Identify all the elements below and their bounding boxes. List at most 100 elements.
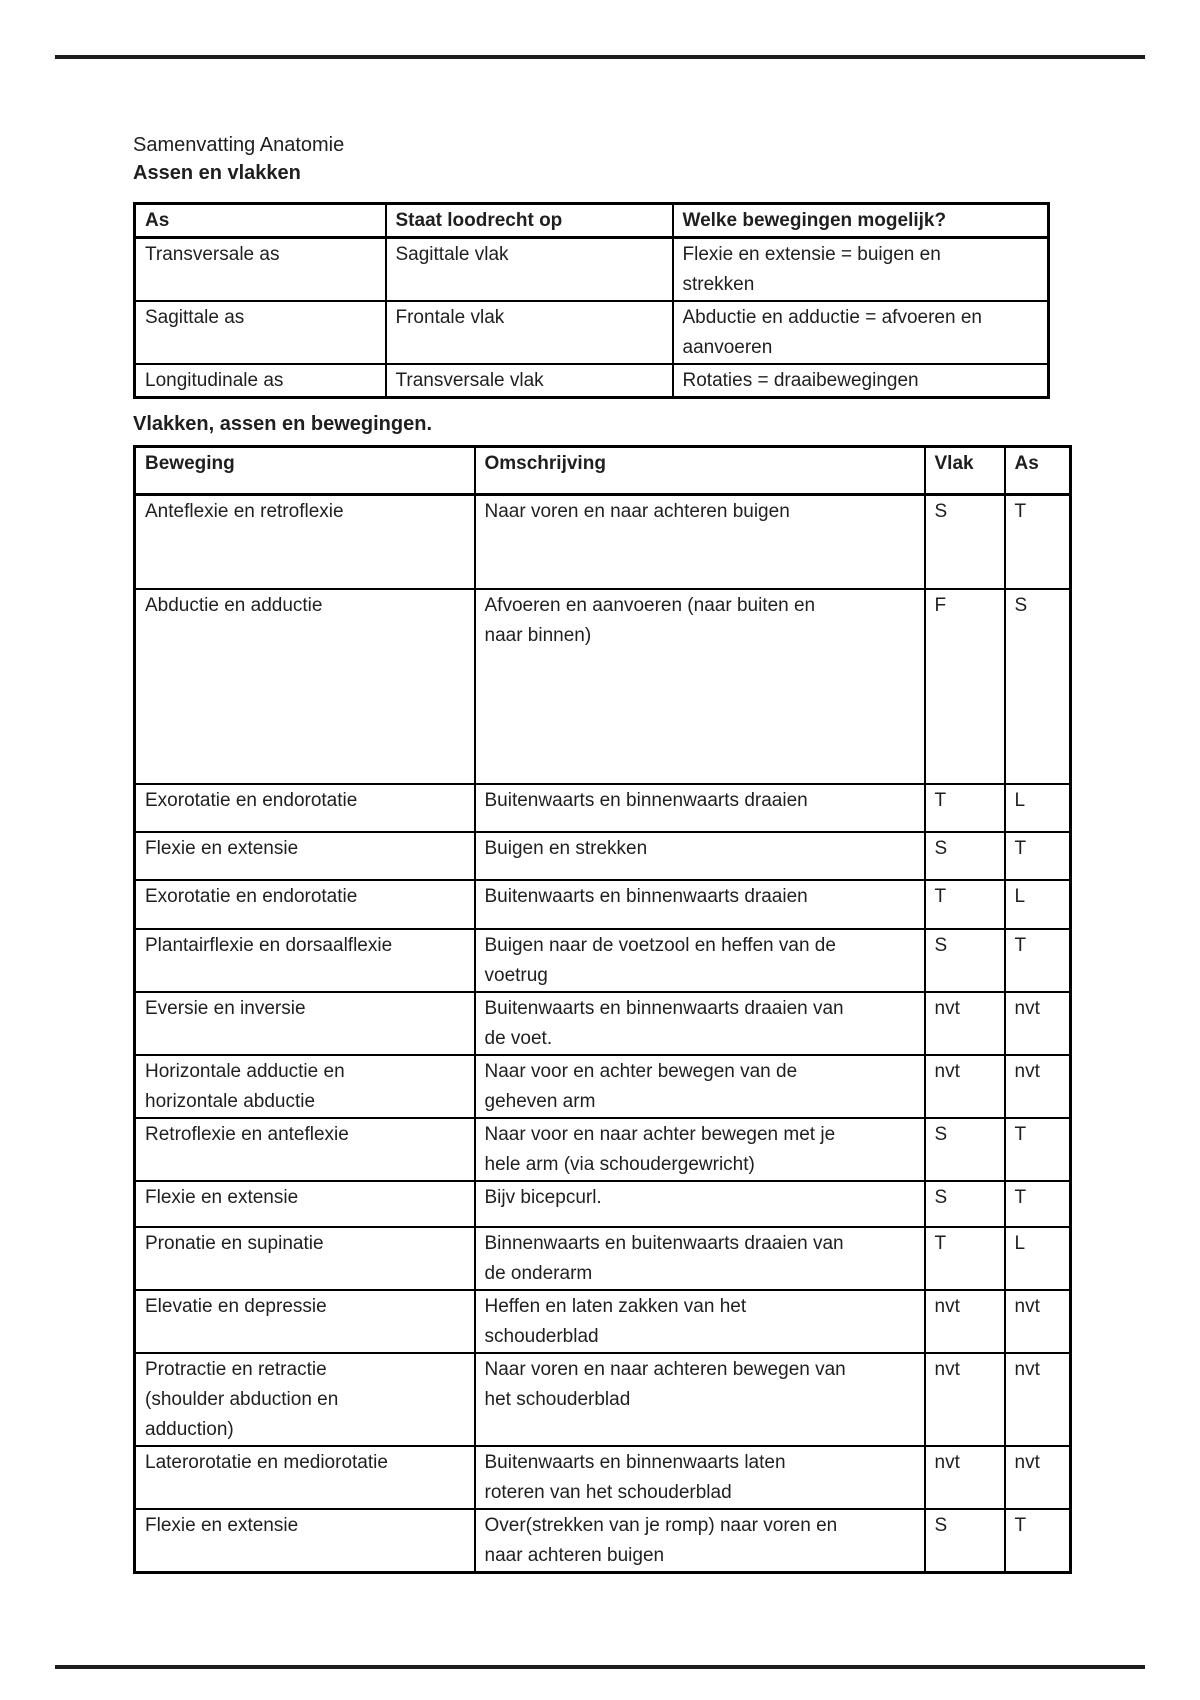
table-cell: Transversale as [133, 236, 387, 302]
table-cell: Elevatie en depressie [133, 1288, 476, 1354]
table-row: Retroflexie en anteflexie Naar voor en n… [133, 1116, 1072, 1182]
table-cell: nvt [923, 1444, 1006, 1510]
column-header-staat-loodrecht-op: Staat loodrecht op [384, 202, 674, 239]
table-row: Flexie en extensie Buigen en strekken S … [133, 830, 1072, 881]
bottom-horizontal-rule [55, 1665, 1145, 1669]
table-row: Flexie en extensie Over(strekken van je … [133, 1507, 1072, 1573]
table-cell: Rotaties = draaibewegingen [671, 363, 1050, 399]
table-cell: Plantairflexie en dorsaalflexie [133, 927, 476, 993]
table-cell: nvt [923, 1351, 1006, 1447]
table-header-row: As Staat loodrecht op Welke bewegingen m… [133, 202, 1050, 239]
table-row: Eversie en inversie Buitenwaarts en binn… [133, 990, 1072, 1056]
table-cell: Protractie en retractie (shoulder abduct… [133, 1351, 476, 1447]
table-cell: nvt [1003, 990, 1072, 1056]
table-cell: Abductie en adductie [133, 587, 476, 785]
table-cell: Horizontale adductie en horizontale abdu… [133, 1053, 476, 1119]
table-row: Plantairflexie en dorsaalflexie Buigen n… [133, 927, 1072, 993]
table-cell: Exorotatie en endorotatie [133, 782, 476, 833]
table-row: Exorotatie en endorotatie Buitenwaarts e… [133, 782, 1072, 833]
table-cell: Anteflexie en retroflexie [133, 493, 476, 590]
top-horizontal-rule [55, 55, 1145, 59]
table-cell: S [923, 1179, 1006, 1228]
table-row: Pronatie en supinatie Binnenwaarts en bu… [133, 1225, 1072, 1291]
table-row: Sagittale as Frontale vlak Abductie en a… [133, 300, 1050, 365]
table-cell: Exorotatie en endorotatie [133, 878, 476, 930]
page-title: Samenvatting Anatomie [133, 134, 345, 156]
table-cell: Buigen en strekken [473, 830, 926, 881]
table-cell: T [1003, 1507, 1072, 1573]
table-cell: T [923, 878, 1006, 930]
table-cell: Sagittale vlak [384, 236, 674, 302]
table-cell: Eversie en inversie [133, 990, 476, 1056]
table-cell: Sagittale as [133, 300, 387, 365]
axes-planes-table: As Staat loodrecht op Welke bewegingen m… [133, 202, 1050, 399]
table-cell: Buitenwaarts en binnenwaarts draaien [473, 782, 926, 833]
table-cell: nvt [1003, 1053, 1072, 1119]
table-cell: Abductie en adductie = afvoeren en aanvo… [671, 300, 1050, 365]
column-header-omschrijving: Omschrijving [473, 445, 926, 496]
table-row: Transversale as Sagittale vlak Flexie en… [133, 236, 1050, 302]
table-cell: T [1003, 1179, 1072, 1228]
table-row: Laterorotatie en mediorotatie Buitenwaar… [133, 1444, 1072, 1510]
table-row: Protractie en retractie (shoulder abduct… [133, 1351, 1072, 1447]
table-cell: nvt [1003, 1351, 1072, 1447]
table-header-row: Beweging Omschrijving Vlak As [133, 445, 1072, 496]
table-cell: S [923, 927, 1006, 993]
table-row: Exorotatie en endorotatie Buitenwaarts e… [133, 878, 1072, 930]
table-cell: Buigen naar de voetzool en heffen van de… [473, 927, 926, 993]
table-cell: S [923, 1116, 1006, 1182]
section-heading-vlakken-assen-bewegingen: Vlakken, assen en bewegingen. [133, 413, 433, 435]
table-cell: Naar voor en achter bewegen van de gehev… [473, 1053, 926, 1119]
table-cell: Buitenwaarts en binnenwaarts laten roter… [473, 1444, 926, 1510]
table-cell: Over(strekken van je romp) naar voren en… [473, 1507, 926, 1573]
table-cell: Pronatie en supinatie [133, 1225, 476, 1291]
table-cell: Buitenwaarts en binnenwaarts draaien van… [473, 990, 926, 1056]
table-cell: Retroflexie en anteflexie [133, 1116, 476, 1182]
table-cell: nvt [923, 1288, 1006, 1354]
table-cell: nvt [923, 990, 1006, 1056]
table-cell: L [1003, 878, 1072, 930]
section-heading-assen-en-vlakken: Assen en vlakken [133, 162, 301, 184]
table-row: Abductie en adductie Afvoeren en aanvoer… [133, 587, 1072, 785]
column-header-welke-bewegingen: Welke bewegingen mogelijk? [671, 202, 1050, 239]
table-row: Elevatie en depressie Heffen en laten za… [133, 1288, 1072, 1354]
table-cell: T [1003, 493, 1072, 590]
column-header-vlak: Vlak [923, 445, 1006, 496]
table-cell: Transversale vlak [384, 363, 674, 399]
table-cell: Bijv bicepcurl. [473, 1179, 926, 1228]
table-cell: nvt [923, 1053, 1006, 1119]
table-row: Horizontale adductie en horizontale abdu… [133, 1053, 1072, 1119]
table-cell: Laterorotatie en mediorotatie [133, 1444, 476, 1510]
table-cell: Binnenwaarts en buitenwaarts draaien van… [473, 1225, 926, 1291]
table-cell: Flexie en extensie [133, 1507, 476, 1573]
table-cell: S [923, 830, 1006, 881]
column-header-as: As [1003, 445, 1072, 496]
table-cell: T [1003, 830, 1072, 881]
table-cell: T [923, 782, 1006, 833]
table-cell: T [1003, 1116, 1072, 1182]
table-cell: Heffen en laten zakken van het schouderb… [473, 1288, 926, 1354]
table-cell: Afvoeren en aanvoeren (naar buiten en na… [473, 587, 926, 785]
table-cell: Naar voren en naar achteren bewegen van … [473, 1351, 926, 1447]
table-cell: Buitenwaarts en binnenwaarts draaien [473, 878, 926, 930]
table-cell: T [1003, 927, 1072, 993]
table-row: Longitudinale as Transversale vlak Rotat… [133, 363, 1050, 399]
table-cell: S [923, 493, 1006, 590]
movements-table: Beweging Omschrijving Vlak As Anteflexie… [133, 445, 1072, 1574]
table-cell: Naar voren en naar achteren buigen [473, 493, 926, 590]
table-cell: Frontale vlak [384, 300, 674, 365]
table-cell: Flexie en extensie = buigen en strekken [671, 236, 1050, 302]
table-cell: L [1003, 782, 1072, 833]
table-row: Anteflexie en retroflexie Naar voren en … [133, 493, 1072, 590]
column-header-beweging: Beweging [133, 445, 476, 496]
table-cell: S [923, 1507, 1006, 1573]
table-cell: nvt [1003, 1444, 1072, 1510]
table-cell: Naar voor en naar achter bewegen met je … [473, 1116, 926, 1182]
table-cell: L [1003, 1225, 1072, 1291]
table-cell: Longitudinale as [133, 363, 387, 399]
table-cell: Flexie en extensie [133, 830, 476, 881]
table-cell: nvt [1003, 1288, 1072, 1354]
table-cell: Flexie en extensie [133, 1179, 476, 1228]
table-cell: T [923, 1225, 1006, 1291]
table-cell: F [923, 587, 1006, 785]
